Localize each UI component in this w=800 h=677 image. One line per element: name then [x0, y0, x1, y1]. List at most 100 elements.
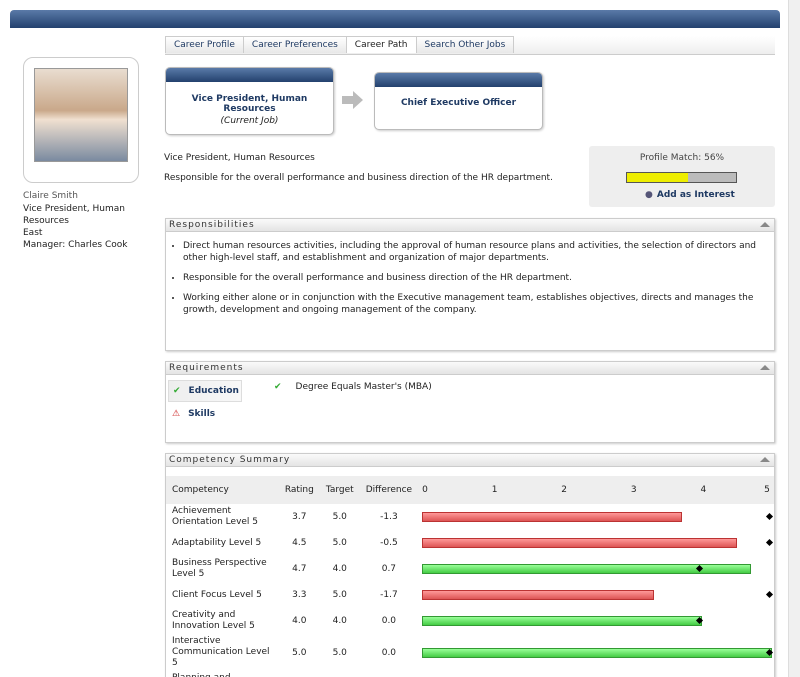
tab[interactable]: Career Path — [345, 36, 417, 53]
difference-cell: -0.5 — [380, 538, 398, 548]
difference-cell: -1.3 — [380, 512, 398, 522]
responsibility-item: Direct human resources activities, inclu… — [183, 240, 774, 264]
job-title: Vice President, Human Resources — [164, 153, 315, 163]
photo — [34, 68, 128, 162]
bar-cell — [418, 530, 774, 556]
target-cell: 5.0 — [332, 512, 347, 522]
competency-name: Adaptability Level 5 — [172, 537, 262, 548]
column-header: Rating — [278, 476, 320, 504]
scale-tick-label: 3 — [630, 485, 637, 495]
profile-manager: Manager: Charles Cook — [23, 240, 128, 250]
target-cell: 4.0 — [332, 564, 347, 574]
rating-bar — [422, 512, 682, 522]
competency-name: Interactive Communication Level 5 — [172, 636, 270, 668]
bar-cell — [418, 504, 774, 530]
bar-cell — [418, 556, 774, 582]
difference-cell: -1.3 — [360, 671, 418, 677]
scale-tick-label: 5 — [764, 485, 770, 495]
current-job-box[interactable]: Vice President, Human Resources (Current… — [165, 67, 334, 135]
requirement-label[interactable]: Skills — [188, 409, 216, 419]
competency-row: Interactive Communication Level 5 5.0 5.0 0… — [166, 634, 774, 671]
scrollbar[interactable] — [788, 0, 800, 677]
rating-cell: 4.0 — [292, 616, 307, 626]
tab[interactable]: Search Other Jobs — [415, 36, 515, 53]
bar-cell — [418, 582, 774, 608]
tab[interactable]: Career Preferences — [242, 36, 347, 53]
rating-bar — [422, 616, 703, 626]
rating-cell: 3.3 — [292, 590, 307, 600]
panel-header[interactable]: Requirements — [166, 362, 774, 375]
competency-name: Client Focus Level 5 — [172, 589, 262, 600]
profile-location: East — [23, 228, 43, 238]
job-description: Responsible for the overall performance … — [164, 173, 553, 183]
target-cell: 4.0 — [332, 616, 347, 626]
difference-cell: 0.7 — [381, 564, 397, 574]
competency-name: Business Perspective Level 5 — [172, 558, 267, 579]
competency-row: Business Perspective Level 5 4.7 4.0 0.7 — [166, 556, 774, 582]
competency-name: Creativity and Innovation Level 5 — [172, 610, 255, 631]
responsibility-item: Working either alone or in conjunction w… — [183, 292, 774, 316]
target-marker — [766, 590, 774, 599]
path-arrow — [342, 91, 363, 109]
scale-tick-label: 0 — [422, 485, 428, 495]
add-interest-text[interactable]: Add as Interest — [656, 190, 735, 200]
difference-cell: 0.0 — [381, 647, 397, 658]
tab-bar: Career Profile Career Preferences Career P… — [165, 36, 775, 55]
responsibility-item: Responsible for the overall performance … — [183, 272, 774, 284]
requirement-item[interactable]: ⚠ Skills — [168, 404, 240, 424]
competency-name: Achievement Orientation Level 5 — [172, 506, 259, 527]
panel-header[interactable]: Competency Summary — [166, 454, 774, 467]
competency-row: Client Focus Level 5 3.3 5.0 -1.7 — [166, 582, 774, 608]
current-job-title: Vice President, Human Resources — [191, 94, 308, 114]
panel-header[interactable]: Responsibilities — [166, 219, 774, 232]
column-header: Difference — [359, 476, 419, 504]
difference-cell: 0.0 — [381, 616, 397, 626]
requirement-label[interactable]: Education — [188, 386, 239, 396]
bar-cell — [418, 634, 774, 671]
bar-cell — [418, 608, 774, 634]
profile-match-track — [626, 172, 737, 183]
profile-match-box: Profile Match: 56% ● Add as Interest — [589, 146, 775, 207]
scale-tick-label: 1 — [491, 485, 498, 495]
profile-match-fill — [627, 173, 689, 182]
tab[interactable]: Career Profile — [165, 36, 244, 53]
responsibility-list: Direct human resources activities, inclu… — [166, 240, 774, 316]
requirement-detail-text: Degree Equals Master's (MBA) — [295, 382, 432, 392]
competency-row: Adaptability Level 5 4.5 5.0 -0.5 — [166, 530, 774, 556]
rating-bar — [422, 590, 654, 600]
target-cell: 5.0 — [332, 647, 347, 658]
column-header: Competency — [166, 476, 279, 504]
requirement-item[interactable]: ✔ Education — [168, 380, 242, 402]
box-strip — [375, 73, 542, 87]
rating-cell: 3.7 — [292, 512, 307, 522]
target-marker — [766, 538, 774, 547]
header-row: Competency Rating Target Difference 0 1 2 3 4 5 — [166, 476, 774, 504]
competency-name: Planning and Organizing Level 5 — [166, 671, 279, 677]
status-icon: ✔ — [173, 386, 181, 396]
requirements-panel: Requirements ✔ Education ⚠ Skills ✔ Degree E… — [165, 361, 775, 443]
next-job-title: Chief Executive Officer — [400, 98, 517, 108]
rating-bar — [422, 647, 773, 658]
profile-title: Vice President, Human Resources — [23, 204, 125, 226]
competency-row: Achievement Orientation Level 5 3.7 5.0 -1.… — [166, 504, 774, 530]
profile-name: Claire Smith — [23, 191, 78, 201]
target-marker — [766, 512, 774, 521]
competency-row: Planning and Organizing Level 53.75.0-1.… — [166, 671, 774, 677]
header-bar — [10, 10, 780, 28]
rating-cell: 3.7 — [279, 671, 320, 677]
requirement-detail: ✔ Degree Equals Master's (MBA) — [274, 382, 432, 392]
competency-row: Creativity and Innovation Level 5 4.0 4.0 0… — [166, 608, 774, 634]
competency-panel: Competency Summary Competency Rating Targe… — [165, 453, 775, 677]
rating-bar — [422, 538, 738, 548]
scale-tick-label: 2 — [561, 485, 568, 495]
current-job-note: (Current Job) — [220, 116, 279, 126]
add-interest-link[interactable]: ● Add as Interest — [645, 190, 735, 200]
competency-table: Competency Rating Target Difference 0 1 2 3 4 5 Ac… — [166, 476, 774, 677]
next-job-box[interactable]: Chief Executive Officer — [374, 72, 543, 130]
profile-match-label: Profile Match: 56% — [639, 153, 725, 163]
target-cell: 5.0 — [320, 671, 360, 677]
target-cell: 5.0 — [332, 538, 347, 548]
scale-header: 0 1 2 3 4 5 — [418, 476, 774, 504]
rating-cell: 5.0 — [292, 647, 307, 658]
